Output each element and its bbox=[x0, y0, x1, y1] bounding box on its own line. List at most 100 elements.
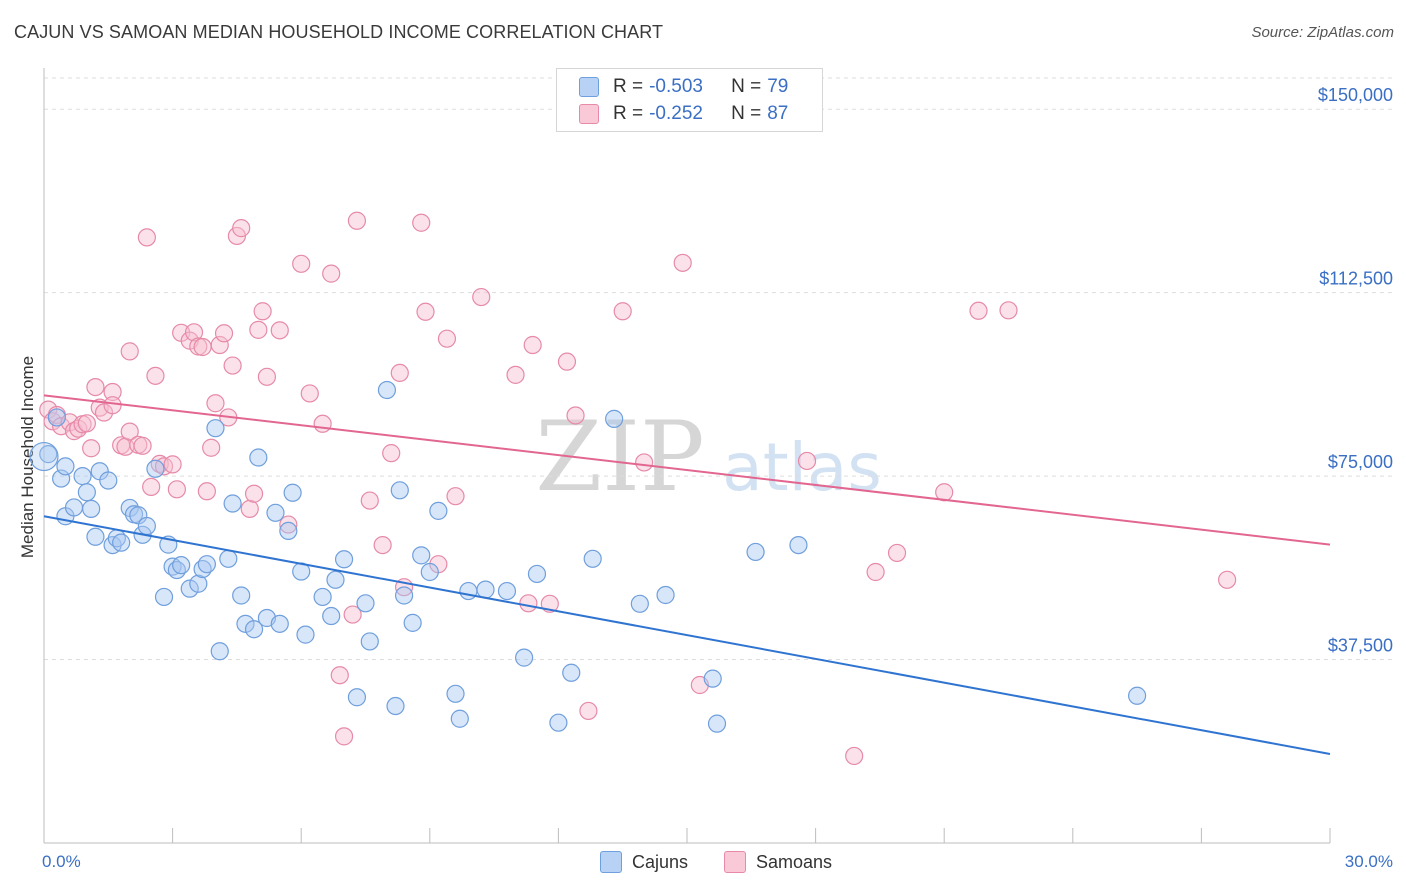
y-tick-label: $37,500 bbox=[1328, 636, 1393, 656]
cajun-point bbox=[459, 581, 478, 601]
cajun-point bbox=[236, 614, 255, 633]
cajun-point bbox=[583, 549, 602, 568]
legend-item-samoans[interactable]: Samoans bbox=[724, 851, 832, 873]
samoan-point bbox=[360, 491, 379, 510]
samoan-point bbox=[416, 302, 435, 321]
cajun-point bbox=[266, 503, 285, 522]
cajun-point bbox=[180, 579, 199, 598]
cajun-point bbox=[137, 516, 156, 536]
samoan-point bbox=[206, 394, 225, 413]
samoan-point bbox=[382, 444, 401, 463]
cajun-legend-label: Cajuns bbox=[632, 851, 689, 872]
cajun-point bbox=[347, 688, 367, 707]
cajun-point bbox=[515, 648, 534, 667]
y-tick-label: $150,000 bbox=[1318, 85, 1393, 105]
samoan-point bbox=[249, 320, 268, 339]
cajun-point bbox=[39, 445, 58, 464]
cajun-trend-line bbox=[43, 515, 1331, 755]
axes bbox=[43, 68, 1331, 844]
cajun-point bbox=[197, 555, 216, 574]
cajun-point bbox=[232, 586, 251, 605]
y-tick-label: $112,500 bbox=[1319, 269, 1393, 289]
cajun-point bbox=[322, 606, 341, 626]
samoan-point bbox=[120, 422, 139, 441]
cajun-point bbox=[360, 632, 379, 651]
samoan-point bbox=[373, 535, 392, 555]
samoan-legend-swatch bbox=[724, 851, 746, 873]
source-credit: Source: ZipAtlas.com bbox=[1251, 24, 1394, 41]
cajun-point bbox=[77, 483, 96, 502]
samoan-point bbox=[210, 335, 229, 355]
cajun-point bbox=[549, 713, 568, 732]
samoan-point bbox=[472, 287, 491, 307]
samoan-point bbox=[167, 480, 186, 499]
cajun-point bbox=[746, 542, 765, 562]
samoan-n-label: N = bbox=[731, 103, 762, 124]
samoan-point bbox=[270, 321, 289, 340]
cajun-point bbox=[210, 642, 229, 661]
cajun-point bbox=[283, 483, 302, 502]
cajun-point bbox=[99, 471, 118, 490]
samoan-n-value: 87 bbox=[767, 103, 789, 124]
cajun-n-label: N = bbox=[731, 76, 762, 97]
cajun-point bbox=[270, 614, 289, 633]
samoan-point bbox=[86, 377, 105, 397]
samoan-point bbox=[999, 301, 1018, 320]
samoan-r-value: -0.252 bbox=[649, 103, 703, 124]
cajun-point bbox=[656, 585, 675, 605]
cajun-point bbox=[154, 587, 174, 607]
cajun-point bbox=[562, 663, 581, 682]
gridlines bbox=[44, 77, 1394, 661]
samoan-point bbox=[673, 253, 692, 272]
samoan-point bbox=[197, 482, 216, 501]
x-axis-max-label: 30.0% bbox=[1344, 852, 1393, 871]
samoan-point bbox=[184, 323, 204, 342]
samoan-point bbox=[223, 356, 242, 375]
cajun-point bbox=[296, 625, 315, 644]
samoan-point bbox=[635, 453, 654, 472]
samoan-point bbox=[334, 727, 354, 746]
samoan-legend-label: Samoans bbox=[756, 851, 833, 872]
correlation-legend: R = -0.503 N = 79 R = -0.252 N = 87 bbox=[556, 68, 823, 132]
samoan-trend-line bbox=[43, 394, 1331, 546]
samoan-point bbox=[253, 302, 272, 321]
cajun-point bbox=[64, 498, 84, 517]
samoan-swatch bbox=[579, 104, 599, 124]
cajun-point bbox=[446, 684, 465, 703]
cajun-r-label: R = bbox=[613, 76, 644, 97]
cajun-point bbox=[249, 448, 268, 467]
cajun-point bbox=[497, 581, 517, 601]
samoan-point bbox=[82, 439, 101, 458]
cajun-point bbox=[206, 419, 225, 438]
cajun-legend-swatch bbox=[600, 851, 622, 873]
y-tick-labels: $37,500 $75,000 $112,500 $150,000 bbox=[1318, 85, 1393, 655]
cajun-n-value: 79 bbox=[767, 76, 789, 97]
legend-row-samoans: R = -0.252 N = 87 bbox=[579, 101, 788, 127]
watermark-zip: ZIP bbox=[535, 401, 704, 513]
samoan-point bbox=[232, 219, 251, 238]
samoan-point bbox=[103, 382, 122, 402]
samoan-point bbox=[343, 605, 362, 624]
samoan-point bbox=[566, 406, 585, 425]
samoan-point bbox=[390, 363, 409, 383]
cajun-r-value: -0.503 bbox=[649, 76, 703, 97]
legend-item-cajuns[interactable]: Cajuns bbox=[600, 851, 688, 873]
cajun-swatch bbox=[579, 77, 599, 97]
samoan-point bbox=[523, 335, 542, 355]
cajun-point bbox=[219, 549, 238, 568]
cajun-point bbox=[420, 562, 439, 582]
trend-lines bbox=[43, 394, 1331, 755]
samoan-point bbox=[240, 499, 259, 518]
cajun-point bbox=[789, 535, 808, 555]
cajun-points bbox=[29, 380, 1147, 733]
zipatlas-watermark: ZIP atlas bbox=[535, 401, 881, 513]
cajun-point bbox=[82, 499, 101, 518]
samoan-points bbox=[39, 211, 1237, 766]
samoan-point bbox=[279, 515, 298, 534]
cajun-point bbox=[29, 441, 59, 472]
x-axis-min-label: 0.0% bbox=[42, 852, 81, 871]
samoan-r-label: R = bbox=[613, 103, 644, 124]
cajun-point bbox=[630, 594, 649, 613]
samoan-point bbox=[214, 324, 234, 343]
